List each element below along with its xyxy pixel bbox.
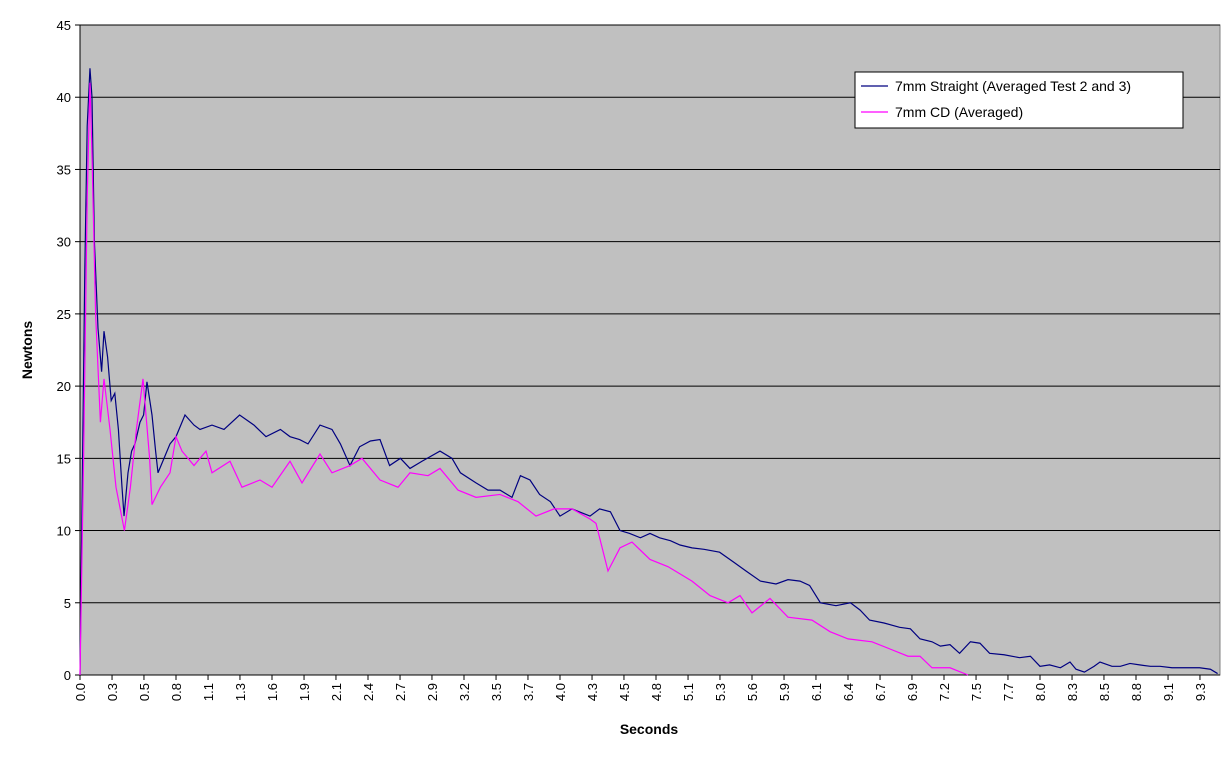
y-tick-label: 10 — [57, 524, 71, 539]
x-tick-label: 8.3 — [1065, 683, 1080, 701]
x-tick-label: 2.7 — [393, 683, 408, 701]
x-tick-label: 5.9 — [777, 683, 792, 701]
y-tick-label: 35 — [57, 162, 71, 177]
x-tick-label: 8.8 — [1129, 683, 1144, 701]
x-tick-label: 0.5 — [137, 683, 152, 701]
x-tick-label: 6.7 — [873, 683, 888, 701]
x-tick-label: 0.0 — [73, 683, 88, 701]
y-tick-label: 5 — [64, 596, 71, 611]
x-tick-label: 0.3 — [105, 683, 120, 701]
x-tick-label: 7.7 — [1001, 683, 1016, 701]
x-tick-label: 5.1 — [681, 683, 696, 701]
y-tick-label: 20 — [57, 379, 71, 394]
x-tick-label: 9.1 — [1161, 683, 1176, 701]
x-axis-title: Seconds — [620, 721, 679, 737]
x-tick-label: 4.5 — [617, 683, 632, 701]
x-tick-label: 3.2 — [457, 683, 472, 701]
x-tick-label: 1.9 — [297, 683, 312, 701]
series-line — [79, 82, 969, 676]
legend-box — [854, 71, 1184, 129]
x-tick-label: 1.1 — [201, 683, 216, 701]
legend-label: 7mm CD (Averaged) — [895, 104, 1023, 120]
x-tick-label: 2.9 — [425, 683, 440, 701]
x-tick-label: 9.3 — [1193, 683, 1208, 701]
y-tick-label: 30 — [57, 235, 71, 250]
plot-area — [79, 24, 1221, 676]
x-tick-label: 5.6 — [745, 683, 760, 701]
y-tick-label: 45 — [57, 18, 71, 33]
x-tick-label: 6.9 — [905, 683, 920, 701]
x-tick-label: 4.8 — [649, 683, 664, 701]
x-tick-label: 6.4 — [841, 683, 856, 701]
legend-label: 7mm Straight (Averaged Test 2 and 3) — [895, 78, 1131, 94]
x-tick-label: 2.4 — [361, 683, 376, 701]
x-tick-label: 4.0 — [553, 683, 568, 701]
x-tick-label: 6.1 — [809, 683, 824, 701]
x-tick-label: 7.5 — [969, 683, 984, 701]
y-tick-label: 40 — [57, 90, 71, 105]
x-tick-label: 1.3 — [233, 683, 248, 701]
x-tick-label: 3.5 — [489, 683, 504, 701]
x-tick-label: 5.3 — [713, 683, 728, 701]
y-axis-title: Newtons — [19, 321, 35, 380]
x-tick-label: 1.6 — [265, 683, 280, 701]
x-tick-label: 4.3 — [585, 683, 600, 701]
x-tick-label: 7.2 — [937, 683, 952, 701]
x-tick-label: 8.0 — [1033, 683, 1048, 701]
y-tick-label: 25 — [57, 307, 71, 322]
y-tick-label: 15 — [57, 451, 71, 466]
y-tick-label: 0 — [64, 668, 71, 683]
x-tick-label: 2.1 — [329, 683, 344, 701]
x-tick-label: 3.7 — [521, 683, 536, 701]
x-tick-label: 8.5 — [1097, 683, 1112, 701]
x-tick-label: 0.8 — [169, 683, 184, 701]
